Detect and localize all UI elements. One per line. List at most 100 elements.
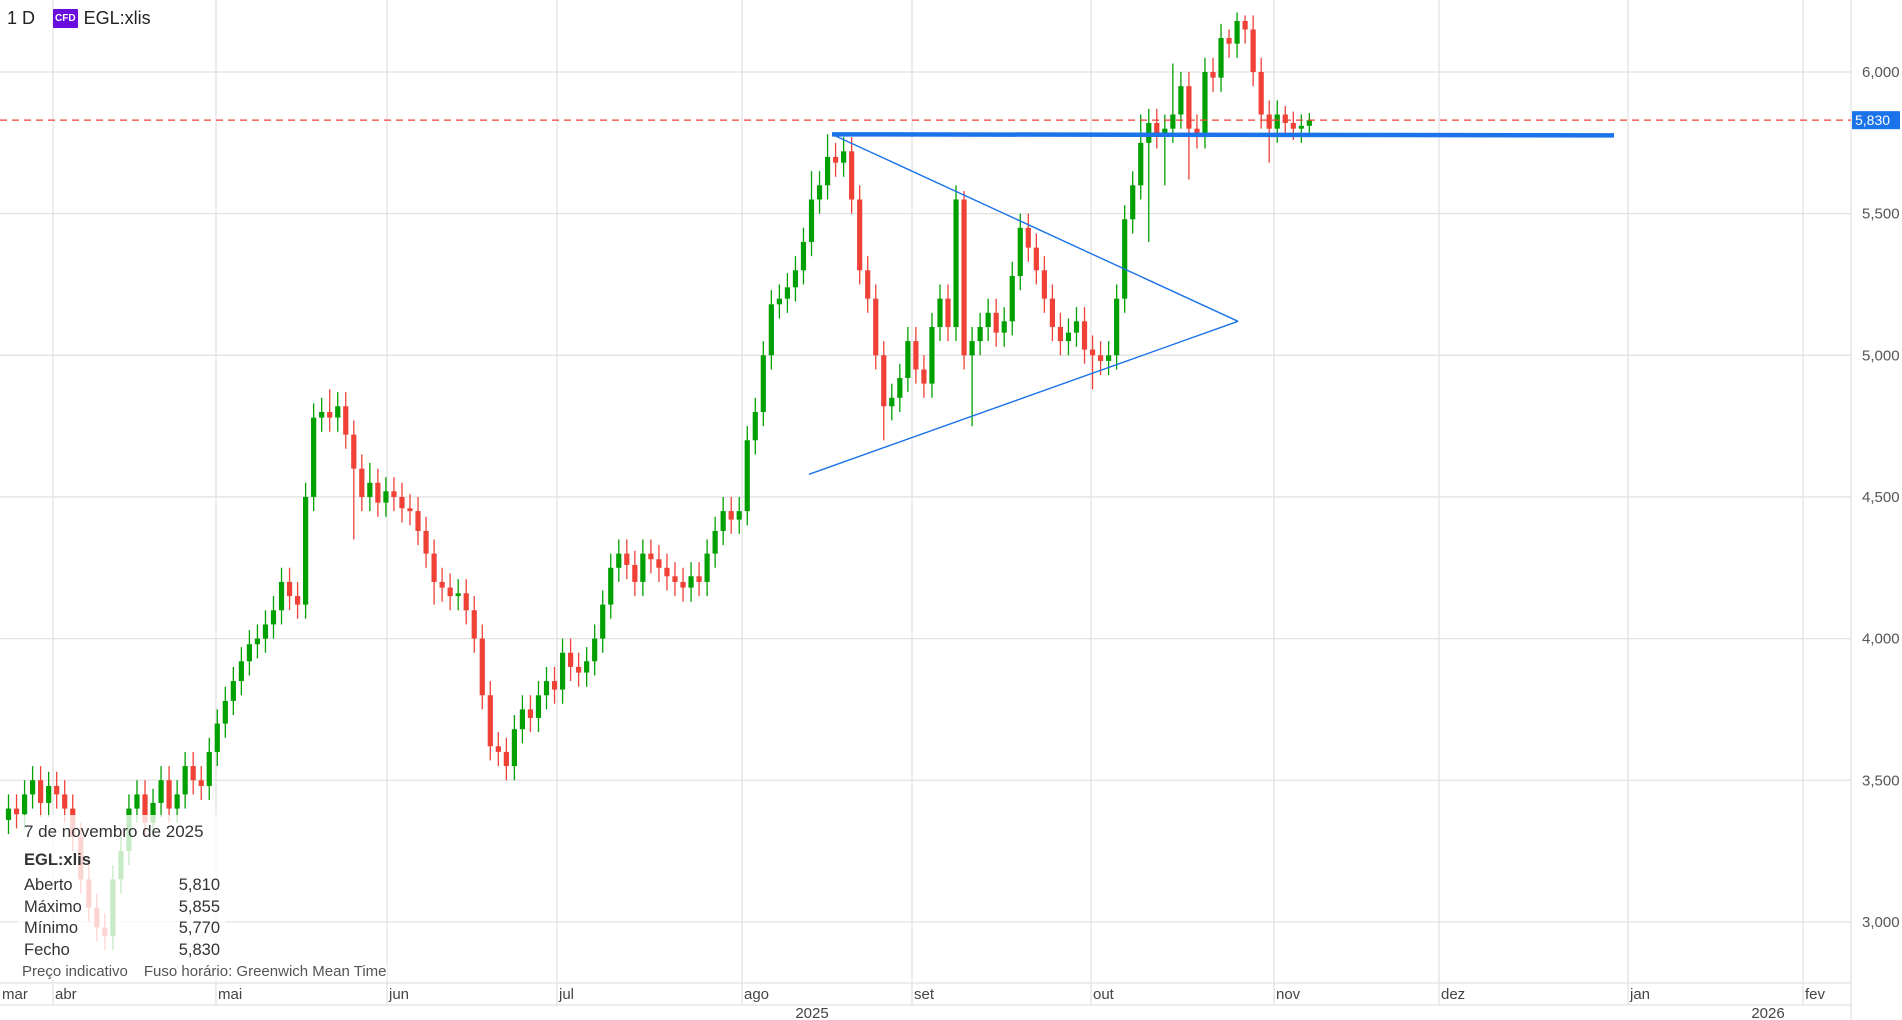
candle [873, 284, 879, 370]
candle [375, 468, 381, 517]
candle [1041, 256, 1047, 313]
candle [1049, 284, 1055, 342]
candle-body [832, 156, 839, 163]
candle-body [1210, 72, 1216, 78]
candle-body [784, 287, 791, 299]
tooltip-row-open: Aberto 5,810 [24, 875, 220, 897]
triangle-lower-line [808, 320, 1239, 475]
candle-body [198, 780, 204, 786]
candle-body [1226, 38, 1232, 44]
candle [1089, 335, 1096, 390]
candle-body [680, 581, 686, 588]
candle-body [463, 593, 469, 611]
candle-body [704, 553, 710, 582]
candle-body [471, 610, 477, 639]
candle [431, 539, 437, 605]
candle-body [447, 587, 453, 597]
candle [1298, 114, 1304, 143]
candle-body [1097, 355, 1104, 361]
candle-body [1218, 38, 1224, 78]
candle-body [335, 406, 341, 418]
candle [1226, 29, 1232, 58]
horizontal-trendline [831, 132, 1615, 138]
candle [543, 666, 550, 710]
candle [1065, 318, 1072, 356]
candle [495, 732, 501, 767]
candle [254, 624, 261, 659]
timeframe-button[interactable]: 1 D [7, 8, 36, 28]
candle [913, 326, 919, 384]
candle [1033, 233, 1039, 285]
x-tick-label: set [914, 986, 935, 1003]
candle-body [543, 681, 550, 696]
candle [768, 290, 774, 370]
candle [198, 766, 204, 801]
candle-body [808, 199, 815, 242]
candle [278, 567, 285, 625]
candle [993, 298, 999, 347]
candle [1250, 15, 1256, 87]
candle-body [1033, 247, 1039, 271]
candle [905, 326, 911, 393]
y-tick-label: 6,000 [1862, 64, 1900, 81]
candle-body [744, 440, 750, 512]
candle-body [720, 511, 726, 531]
candle-body [1170, 114, 1176, 129]
candle-body [479, 638, 485, 696]
candle-body [158, 780, 164, 803]
timezone-note: Fuso horário: Greenwich Mean Time [143, 963, 387, 980]
candle-body [351, 434, 357, 469]
candle [13, 794, 20, 829]
candle-body [961, 199, 967, 356]
last-price-tag [1852, 111, 1900, 130]
candle [600, 590, 606, 653]
candle [1218, 23, 1224, 92]
candle [728, 496, 734, 534]
candle [46, 771, 52, 818]
candle-body [792, 270, 799, 288]
candle-body [174, 794, 180, 809]
candle [190, 751, 196, 795]
candle-body [559, 652, 566, 690]
year-label: 2025 [795, 1005, 828, 1020]
candle [953, 185, 959, 342]
candle [487, 681, 493, 761]
candle [1154, 108, 1160, 149]
candle [1170, 63, 1176, 143]
candle-body [889, 397, 895, 407]
candle-body [383, 491, 389, 503]
symbol-label[interactable]: EGL:xlis [83, 8, 151, 28]
candle [704, 539, 710, 597]
candle-body [800, 241, 807, 271]
candle-body [311, 417, 317, 497]
candle-body [1250, 29, 1256, 73]
candle [800, 227, 807, 285]
candle [519, 695, 526, 744]
candle [158, 766, 164, 818]
candle-body [1194, 128, 1200, 135]
candle-body [262, 624, 269, 639]
candle-body [1266, 114, 1272, 129]
candle [1186, 72, 1192, 180]
candle [351, 420, 357, 540]
candle-body [624, 553, 630, 565]
candle-body [286, 581, 293, 597]
candle [1122, 205, 1128, 313]
y-tick-label: 5,500 [1862, 206, 1900, 223]
candle [182, 751, 188, 809]
candle-body [929, 326, 935, 384]
candle-body [1065, 332, 1072, 342]
candle-body [29, 780, 36, 795]
x-tick-label: ago [744, 986, 769, 1003]
candle [262, 610, 269, 653]
candle [423, 516, 429, 568]
candle [648, 539, 654, 574]
candle [415, 496, 421, 546]
candle [29, 766, 36, 809]
candle-body [664, 567, 670, 577]
candle [816, 171, 823, 214]
y-tick-label: 3,000 [1862, 914, 1900, 931]
candle [1009, 261, 1015, 336]
candle-body [415, 511, 421, 531]
